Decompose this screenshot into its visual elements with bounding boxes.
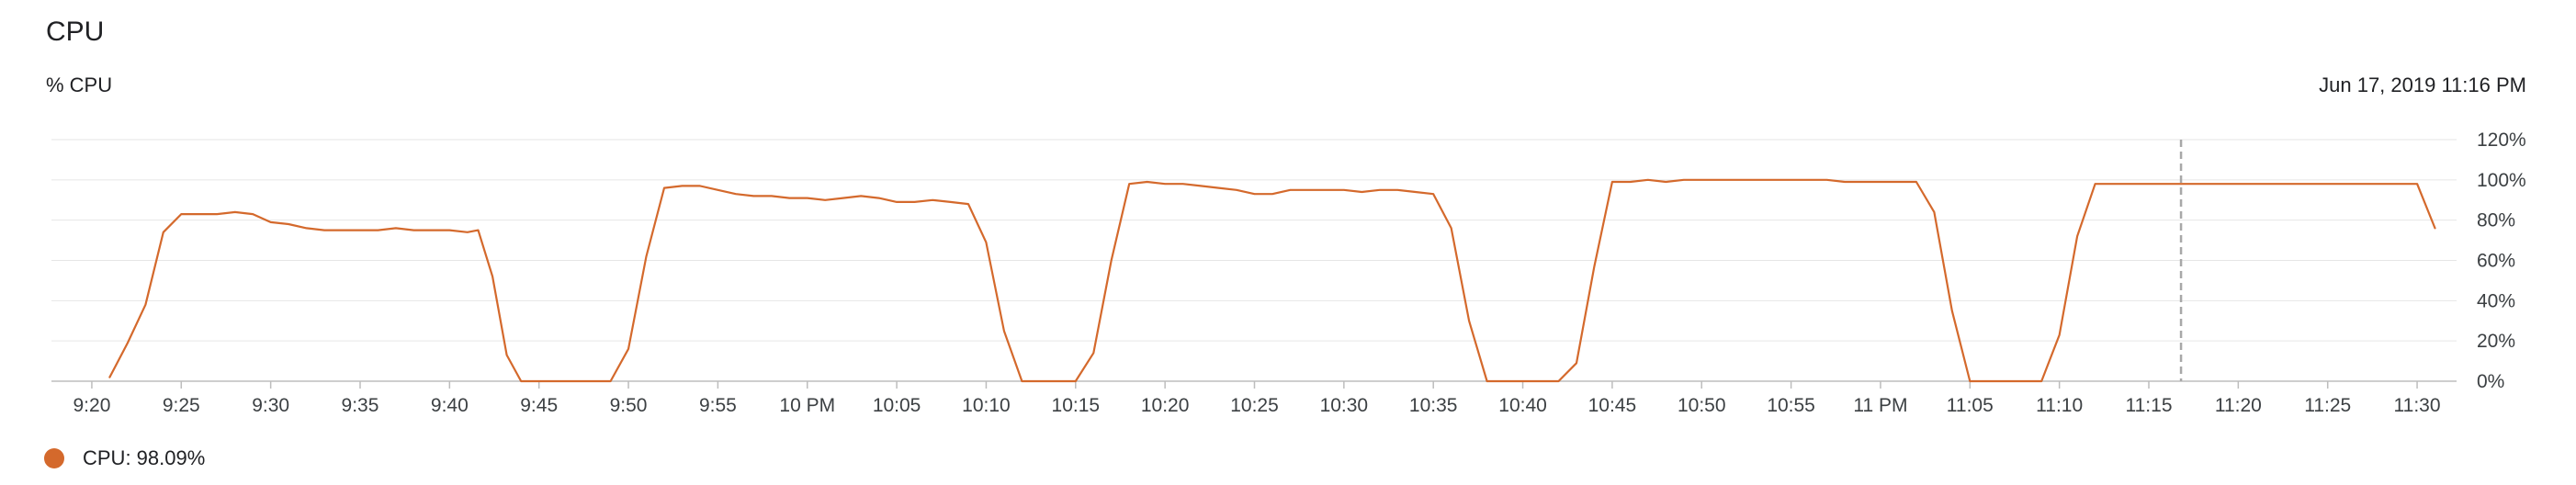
x-tick-label: 10:45: [1588, 395, 1637, 416]
x-tick-label: 10:05: [873, 395, 921, 416]
x-tick-label: 9:30: [252, 395, 289, 416]
x-tick-label: 9:25: [163, 395, 200, 416]
x-tick-label: 10:30: [1320, 395, 1369, 416]
x-tick-label: 10:35: [1409, 395, 1458, 416]
x-tick-label: 11:15: [2126, 395, 2173, 416]
legend-label: CPU: 98.09%: [83, 446, 206, 469]
y-tick-label: 0%: [2477, 371, 2504, 392]
y-tick-label: 40%: [2477, 290, 2515, 311]
x-tick-label: 9:55: [699, 395, 737, 416]
chart-timestamp: Jun 17, 2019 11:16 PM: [2319, 73, 2526, 96]
x-tick-label: 10:55: [1767, 395, 1815, 416]
legend[interactable]: CPU: 98.09%: [44, 446, 205, 470]
y-tick-label: 80%: [2477, 210, 2515, 231]
x-tick-label: 11:30: [2394, 395, 2441, 416]
x-tick-label: 10:15: [1052, 395, 1101, 416]
x-tick-label: 9:40: [431, 395, 469, 416]
x-tick-label: 9:45: [520, 395, 558, 416]
y-tick-label: 60%: [2477, 251, 2515, 272]
x-tick-label: 11:05: [1947, 395, 1994, 416]
x-tick-label: 9:20: [73, 395, 111, 416]
x-tick-label: 11:20: [2215, 395, 2262, 416]
y-tick-label: 120%: [2477, 130, 2526, 151]
series-line-cpu: [108, 178, 2436, 383]
x-tick-label: 11 PM: [1853, 395, 1907, 416]
cpu-line-chart[interactable]: 0% 20% 40% 60% 80% 100% 120% 9:20 9:25 9:30 9:35 9:…: [0, 0, 2576, 432]
x-tick-label: 11:10: [2036, 395, 2083, 416]
y-tick-label: 100%: [2477, 170, 2526, 191]
chart-title: CPU: [46, 17, 105, 47]
x-tick-label: 10:10: [962, 395, 1011, 416]
x-tick-label: 9:35: [342, 395, 379, 416]
x-tick-label: 10:25: [1230, 395, 1279, 416]
legend-swatch: [44, 448, 64, 468]
x-tick-label: 10:50: [1678, 395, 1726, 416]
x-tick-label: 10:40: [1498, 395, 1547, 416]
y-tick-label: 20%: [2477, 331, 2515, 352]
x-tick-label: 10 PM: [779, 395, 835, 416]
x-tick-label: 10:20: [1141, 395, 1190, 416]
chart-subtitle: % CPU: [46, 73, 113, 96]
x-tick-label: 11:25: [2304, 395, 2351, 416]
x-tick-label: 9:50: [610, 395, 648, 416]
